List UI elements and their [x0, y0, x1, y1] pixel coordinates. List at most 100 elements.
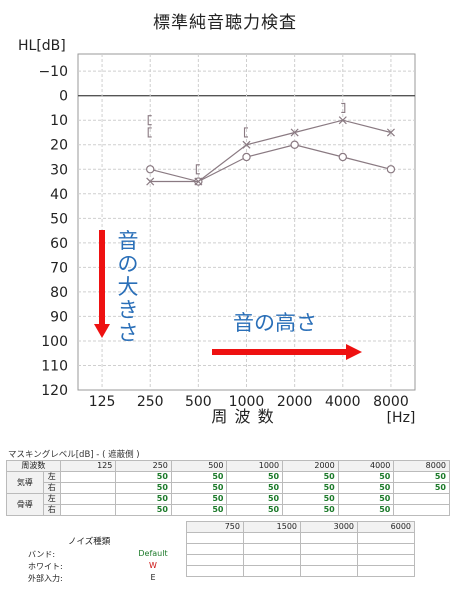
masking-cell: [243, 554, 301, 566]
y-tick-label: 20: [50, 138, 68, 154]
masking-side-label: 左: [42, 471, 61, 483]
masking-cell: [357, 554, 415, 566]
masking-freq-header: 1500: [243, 521, 301, 533]
y-tick-label: 100: [41, 334, 68, 350]
noise-label: 外部入力:: [28, 574, 63, 583]
masking-row: [186, 532, 415, 544]
x-tick-label: 4000: [325, 394, 361, 410]
masking-cell: 50: [337, 482, 395, 494]
bone-marker-left: [243, 127, 248, 138]
series-line-cross: [150, 119, 392, 183]
x-tick-label: 125: [89, 394, 116, 410]
masking-group-label: 気導: [6, 471, 44, 494]
masking-cell: [357, 543, 415, 555]
masking-cell: 50: [337, 504, 395, 516]
data-point-circle: [290, 140, 299, 149]
noise-value: Default: [138, 549, 168, 558]
masking-cell: 50: [226, 504, 284, 516]
masking-table-secondary: 750 1500 3000 6000: [186, 521, 415, 577]
masking-header-row: 750 1500 3000 6000: [186, 521, 415, 533]
masking-cell: [300, 543, 358, 555]
masking-cell: [300, 532, 358, 544]
masking-cell: [186, 554, 244, 566]
y-tick-label: −10: [38, 64, 68, 80]
noise-value: W: [149, 561, 157, 570]
masking-freq-header: 250: [115, 460, 172, 472]
masking-cell: 50: [115, 482, 172, 494]
masking-cell: [243, 565, 301, 577]
masking-freq-header: 8000: [393, 460, 450, 472]
masking-cell: [186, 532, 244, 544]
masking-cell: 50: [170, 504, 228, 516]
masking-row: [186, 554, 415, 566]
masking-cell: 50: [393, 482, 450, 494]
masking-row: 気導 左 50 50 50 50 50 50: [6, 471, 450, 494]
masking-freq-header: 3000: [300, 521, 358, 533]
masking-cell: 50: [282, 482, 339, 494]
y-tick-label: 50: [50, 211, 68, 227]
masking-corner-label: 周波数: [6, 460, 61, 472]
y-tick-label: 90: [50, 309, 68, 325]
masking-cell: [300, 554, 358, 566]
masking-cell: 50: [337, 493, 395, 505]
masking-cell: 50: [282, 504, 339, 516]
y-tick-label: 10: [50, 113, 68, 129]
noise-type-title: ノイズ種類: [68, 537, 111, 547]
noise-value: E: [150, 573, 156, 582]
masking-cell: 50: [226, 482, 284, 494]
masking-freq-header: 750: [186, 521, 244, 533]
masking-table: 周波数 125 250 500 1000 2000 4000 8000 気導 左…: [6, 460, 450, 516]
masking-cell: [59, 471, 117, 483]
masking-row: 右 50 50 50 50 50 50: [7, 482, 450, 494]
x-tick-label: 250: [137, 394, 164, 410]
masking-side-label: 左: [42, 493, 61, 505]
page-title: 標準純音聴力検査: [153, 13, 297, 33]
bone-marker-left: [147, 127, 152, 138]
data-point-cross: [194, 177, 203, 186]
masking-freq-header: 125: [59, 460, 117, 472]
masking-caption: マスキングレベル[dB] - ( 遮蔽側 ): [8, 450, 140, 460]
y-tick-label: 30: [50, 162, 68, 178]
x-tick-label: 2000: [277, 394, 313, 410]
y-tick-label: 80: [50, 285, 68, 301]
masking-cell: 50: [282, 471, 339, 483]
masking-cell: [59, 504, 117, 516]
data-point-cross: [338, 116, 347, 125]
masking-cell: [357, 565, 415, 577]
x-tick-label: 500: [185, 394, 212, 410]
data-point-cross: [290, 128, 299, 137]
y-tick-label: 70: [50, 260, 68, 276]
audiogram-chart: −10 0 10 20 30 40 50 60 70 80 90 100 110 120 HL[dB] 12…: [18, 38, 416, 426]
masking-freq-header: 6000: [357, 521, 415, 533]
data-point-circle: [338, 152, 347, 162]
masking-cell: 50: [115, 493, 172, 505]
masking-cell: 50: [170, 471, 228, 483]
masking-side-label: 右: [42, 482, 61, 494]
masking-row: 右 50 50 50 50 50: [7, 504, 450, 516]
masking-freq-header: 4000: [337, 460, 395, 472]
bone-marker-left: [195, 164, 200, 175]
masking-row: [186, 565, 415, 577]
y-tick-label: 120: [41, 383, 68, 399]
masking-cell: [243, 532, 301, 544]
pitch-label: 音の高さ: [233, 311, 317, 335]
x-tick-label: 1000: [229, 394, 265, 410]
loudness-label-char: さ: [118, 321, 139, 345]
bone-marker-right: [341, 102, 346, 114]
x-unit-label: [Hz]: [387, 410, 416, 426]
masking-cell: [357, 532, 415, 544]
masking-cell: [59, 493, 117, 505]
masking-cell: 50: [115, 504, 172, 516]
masking-row: 骨導 左 50 50 50 50 50: [6, 493, 450, 516]
masking-cell: [186, 565, 244, 577]
masking-cell: [186, 543, 244, 555]
loudness-label-char: き: [118, 298, 139, 322]
loudness-label-char: 大: [118, 275, 139, 299]
y-axis-label: HL[dB]: [18, 38, 66, 54]
masking-freq-header: 1000: [226, 460, 284, 472]
y-tick-label: 110: [41, 358, 68, 374]
x-tick-label: 8000: [373, 394, 409, 410]
pitch-arrow-head: [346, 344, 362, 360]
x-axis: 125 250 500 1000 2000 4000 8000[Hz] 周 波 数: [89, 394, 416, 426]
